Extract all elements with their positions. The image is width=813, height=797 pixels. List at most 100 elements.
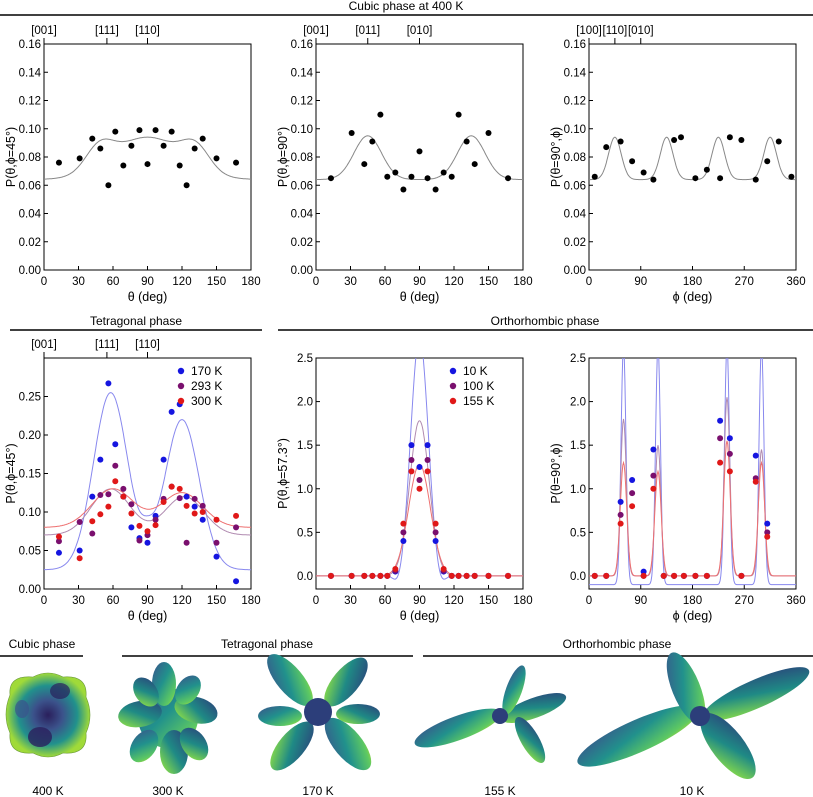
- y-tick-label: 0.10: [564, 124, 586, 136]
- fit-curve: [44, 136, 251, 180]
- data-point: [485, 129, 492, 136]
- data-point: [591, 173, 598, 180]
- x-tick-label: 150: [207, 595, 226, 607]
- x-tick-label: 0: [313, 595, 319, 607]
- bottom-orthorhombic-label: Orthorhombic phase: [563, 637, 672, 651]
- x-tick-label: 180: [513, 276, 532, 288]
- data-point: [55, 533, 62, 540]
- tetragonal-title: Tetragonal phase: [90, 314, 182, 328]
- x-tick-label: 0: [41, 595, 47, 607]
- direction-label: [001]: [303, 25, 329, 37]
- data-point: [369, 572, 376, 579]
- y-axis-label: P(θ,ϕ=45°): [4, 443, 18, 503]
- x-tick-label: 150: [479, 276, 498, 288]
- y-tick-label: 0.14: [564, 67, 587, 79]
- data-point: [76, 547, 83, 554]
- data-point: [603, 144, 610, 151]
- data-point: [505, 175, 512, 182]
- data-point: [183, 493, 190, 500]
- y-tick-label: 0.08: [564, 152, 586, 164]
- data-point: [199, 135, 206, 142]
- data-point: [361, 572, 368, 579]
- data-point: [671, 572, 678, 579]
- data-point: [640, 568, 647, 575]
- data-point: [136, 127, 143, 134]
- direction-label: [110]: [135, 339, 160, 351]
- y-tick-label: 0.06: [291, 180, 313, 192]
- x-tick-label: 60: [379, 595, 392, 607]
- bottom-headers: Cubic phase Tetragonal phase Orthorhombi…: [0, 637, 813, 657]
- x-tick-label: 90: [413, 276, 426, 288]
- data-point: [752, 452, 759, 459]
- y-tick-label: 0.00: [291, 265, 313, 277]
- data-point: [400, 529, 407, 536]
- data-point: [233, 524, 240, 531]
- direction-label: [111]: [95, 25, 119, 37]
- y-tick-label: 0.25: [19, 392, 41, 404]
- y-tick-label: 0.14: [291, 67, 314, 79]
- legend-label: 10 K: [463, 364, 488, 378]
- y-tick-label: 0.04: [19, 209, 42, 221]
- data-point: [120, 493, 127, 500]
- legend-marker: [449, 367, 457, 375]
- data-point: [377, 111, 384, 118]
- cubic-title: Cubic phase at 400 K: [349, 0, 464, 13]
- data-point: [463, 572, 470, 579]
- y-axis-label: P(θ=90°,ϕ): [549, 443, 563, 503]
- data-point: [485, 572, 492, 579]
- data-point: [55, 159, 62, 166]
- data-point: [717, 175, 724, 182]
- data-point: [408, 173, 415, 180]
- data-point: [191, 510, 198, 517]
- legend-marker: [177, 382, 185, 390]
- temp-label: 155 K: [484, 784, 515, 797]
- data-point: [660, 572, 667, 579]
- data-point: [112, 128, 119, 135]
- x-tick-label: 270: [735, 595, 754, 607]
- x-tick-label: 120: [172, 276, 191, 288]
- y-tick-label: 2.5: [570, 353, 586, 365]
- legend-marker: [449, 397, 457, 405]
- data-point: [424, 456, 431, 463]
- legend-label: 100 K: [463, 379, 494, 393]
- data-point: [199, 516, 206, 523]
- x-axis-label: θ (deg): [128, 290, 168, 304]
- y-tick-label: 0.05: [19, 546, 41, 558]
- x-tick-label: 30: [72, 276, 85, 288]
- section-header-orthorhombic: Orthorhombic phase: [278, 314, 813, 331]
- x-tick-label: 90: [634, 595, 647, 607]
- data-point: [55, 538, 62, 545]
- chart-p3: 0.00 0.02 0.04 0.06 0.08 0.10 0.12 0.14 0.16 0 90 1…: [549, 25, 806, 304]
- chart-p1: 0.00 0.02 0.04 0.06 0.08 0.10 0.12 0.14 0.16 0 30 6…: [4, 25, 261, 304]
- data-point: [112, 478, 119, 485]
- data-point: [463, 138, 470, 145]
- data-point: [471, 161, 478, 168]
- data-point: [176, 485, 183, 492]
- data-point: [144, 539, 151, 546]
- data-point: [392, 169, 399, 176]
- x-tick-label: 60: [107, 595, 120, 607]
- data-point: [400, 538, 407, 545]
- data-point: [617, 511, 624, 518]
- data-point: [717, 417, 724, 424]
- data-point: [671, 137, 678, 144]
- data-point: [640, 169, 647, 176]
- legend-marker: [449, 382, 457, 390]
- section-header-tetragonal: Tetragonal phase: [10, 314, 262, 331]
- data-point: [788, 173, 795, 180]
- data-point: [432, 538, 439, 545]
- y-tick-label: 0.12: [291, 96, 313, 108]
- data-point: [233, 578, 240, 585]
- render-155k: [414, 665, 567, 763]
- data-point: [678, 134, 684, 141]
- fit-curve: [44, 488, 251, 528]
- data-point: [738, 137, 745, 144]
- legend-label: 155 K: [463, 394, 494, 408]
- data-point: [692, 175, 699, 182]
- data-point: [591, 572, 598, 579]
- data-point: [377, 572, 384, 579]
- data-point: [348, 129, 355, 136]
- data-point: [369, 138, 376, 145]
- y-tick-label: 0.5: [570, 527, 586, 539]
- data-point: [112, 441, 119, 448]
